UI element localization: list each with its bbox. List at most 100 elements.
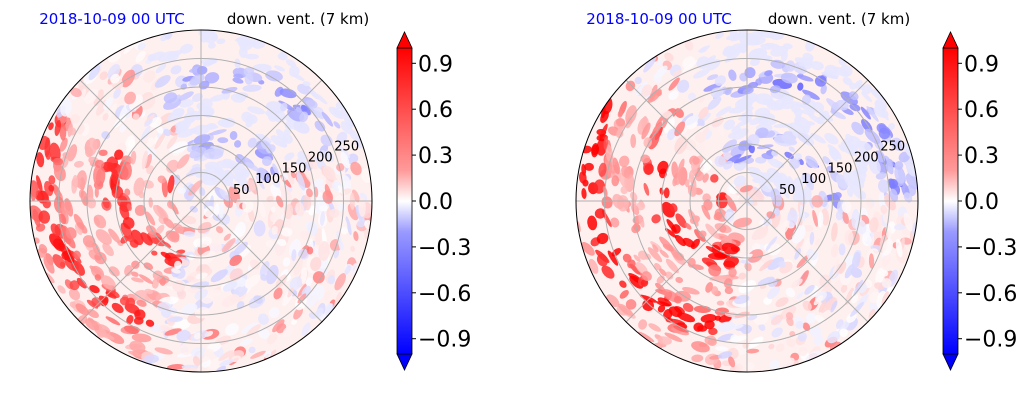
field-cell <box>48 184 55 192</box>
field-cell <box>698 45 711 53</box>
field-cell <box>641 84 653 97</box>
field-cell <box>144 288 154 295</box>
field-cell <box>280 227 293 237</box>
field-cell <box>874 98 887 112</box>
field-cell <box>145 319 155 327</box>
field-cell <box>670 203 678 213</box>
field-cell <box>730 32 744 42</box>
field-cell <box>780 72 798 84</box>
field-cell <box>246 180 257 191</box>
field-cell <box>195 115 202 121</box>
field-cell <box>262 156 272 167</box>
field-cell <box>733 175 746 187</box>
field-cell <box>796 291 804 300</box>
field-cell <box>84 146 93 158</box>
field-cell <box>229 254 243 267</box>
panel-left-title-date: 2018-10-09 00 UTC <box>39 10 185 28</box>
field-cell <box>747 314 758 321</box>
field-cell <box>265 144 276 154</box>
field-cell <box>163 128 171 137</box>
field-cell <box>826 165 833 173</box>
field-cell <box>43 256 55 274</box>
field-cell <box>783 189 790 199</box>
field-cell <box>179 99 194 108</box>
field-cell <box>637 331 655 343</box>
field-cell <box>203 148 224 160</box>
field-cell <box>860 140 872 151</box>
field-cell <box>219 188 231 202</box>
field-cell <box>698 106 709 119</box>
field-cell <box>578 171 587 184</box>
field-cell <box>723 160 733 170</box>
field-cell <box>306 246 314 255</box>
field-cell <box>682 287 700 295</box>
field-cell <box>210 269 228 283</box>
field-cell <box>76 123 85 135</box>
field-cell <box>49 142 61 162</box>
field-cell <box>257 313 269 325</box>
field-cell <box>175 120 191 131</box>
field-cell <box>255 175 265 190</box>
field-cell <box>244 73 254 85</box>
field-cell <box>676 158 685 178</box>
colorbar-tick-label: 0.0 <box>964 190 999 215</box>
field-cell <box>286 167 295 185</box>
field-cell <box>865 279 873 289</box>
radial-tick-label: 200 <box>854 150 879 165</box>
field-cell <box>724 194 737 212</box>
field-cell <box>193 332 203 340</box>
field-cell <box>209 129 227 136</box>
field-cell <box>736 162 747 171</box>
field-cell <box>753 312 769 325</box>
field-cell <box>245 162 259 172</box>
field-cell <box>114 149 124 160</box>
field-cell <box>163 92 178 103</box>
field-cell <box>881 278 892 289</box>
field-cell <box>53 238 65 252</box>
field-cell <box>154 132 166 150</box>
field-cell <box>594 208 606 219</box>
panel-left-title-var: down. vent. (7 km) <box>227 10 369 28</box>
field-cell <box>350 245 356 252</box>
field-cell <box>190 346 206 357</box>
field-cell <box>620 186 628 195</box>
angular-gridline <box>625 200 748 323</box>
field-cell <box>30 184 37 202</box>
field-cell <box>144 153 153 169</box>
field-cell <box>192 355 201 367</box>
field-cell <box>655 65 668 79</box>
field-cell <box>746 348 760 354</box>
field-cell <box>159 325 171 332</box>
field-cell <box>766 175 778 183</box>
field-cell <box>820 84 827 95</box>
field-cell <box>52 157 64 166</box>
field-cell <box>102 113 109 121</box>
field-cell <box>821 297 835 314</box>
field-cell <box>730 334 739 344</box>
field-cell <box>759 259 774 272</box>
field-cell <box>291 249 297 262</box>
field-cell <box>880 204 888 215</box>
field-cell <box>89 285 100 294</box>
field-cell <box>170 65 182 75</box>
field-cell <box>794 248 801 260</box>
field-cell <box>285 59 297 68</box>
field-cell <box>194 306 210 319</box>
colorbar-tick-label: 0.3 <box>418 144 453 169</box>
field-cell <box>742 87 754 95</box>
field-cell <box>794 271 800 279</box>
field-cell <box>717 333 735 342</box>
field-cell <box>156 125 164 134</box>
field-cell <box>218 202 224 219</box>
field-cell <box>764 42 780 48</box>
field-cell <box>209 289 222 298</box>
field-cell <box>186 276 195 281</box>
field-cell <box>277 238 287 247</box>
field-cell <box>302 81 311 87</box>
field-cell <box>771 314 784 326</box>
field-cell <box>318 241 330 261</box>
field-cell <box>747 134 760 147</box>
field-cell <box>351 263 358 274</box>
field-cell <box>128 350 142 357</box>
